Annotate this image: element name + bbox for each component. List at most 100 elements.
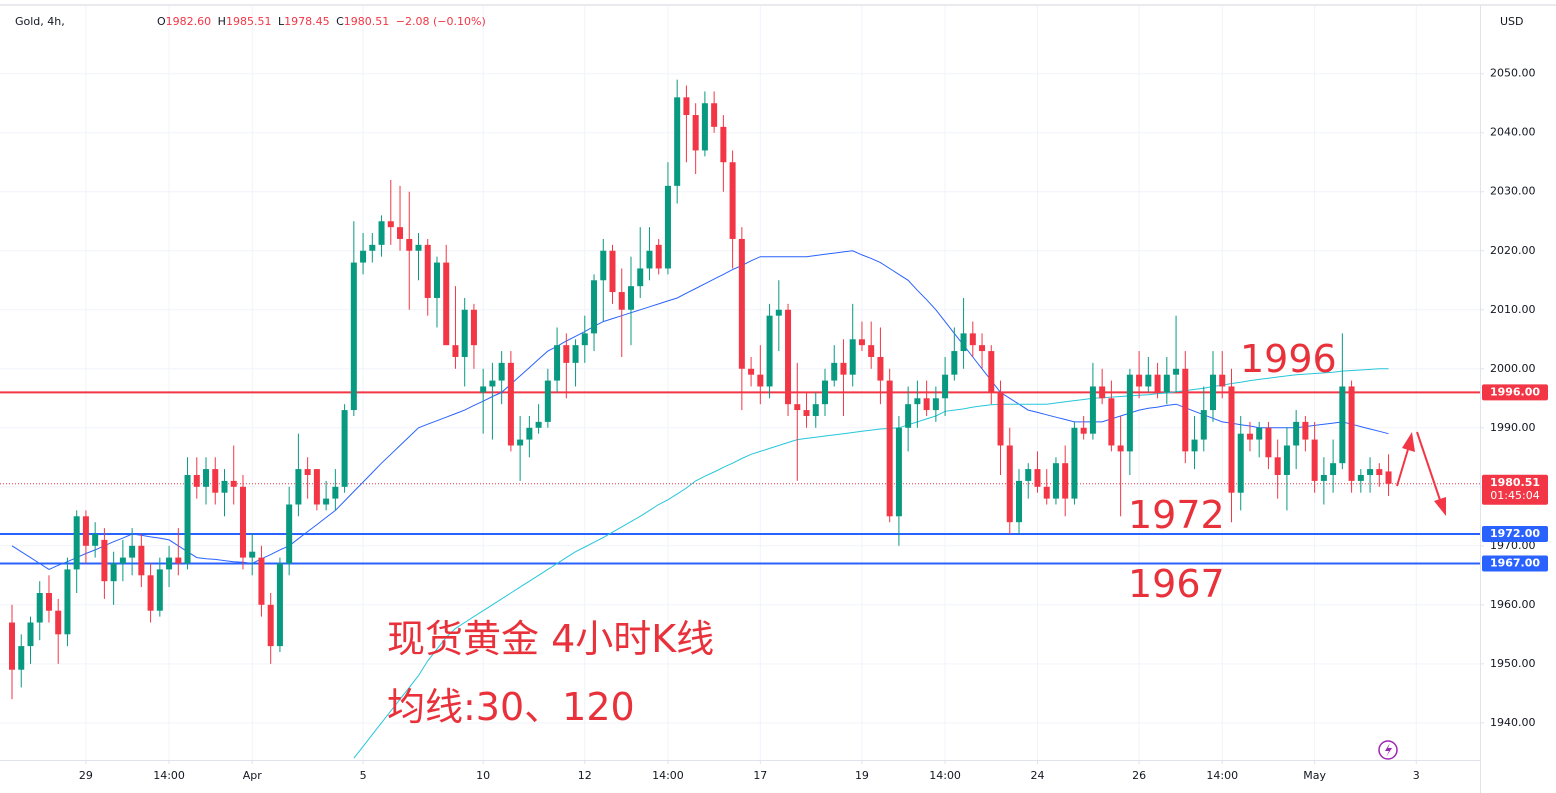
candle-body — [1025, 469, 1032, 481]
candle-body — [221, 480, 228, 493]
candle-body — [701, 103, 708, 151]
candle-body — [775, 309, 782, 316]
x-tick-label: 10 — [476, 769, 490, 782]
y-tick-label: 2030.00 — [1490, 185, 1536, 198]
candle-body — [720, 126, 727, 163]
candle-body — [979, 345, 986, 352]
y-tick-label: 2010.00 — [1490, 303, 1536, 316]
candle-body — [350, 262, 357, 411]
candle-body — [1330, 463, 1337, 475]
candle-body — [849, 339, 856, 375]
level-annotation: 1996 — [1240, 337, 1337, 381]
candle-body — [618, 292, 625, 310]
candle-body — [960, 333, 967, 352]
candle-body — [55, 610, 62, 635]
candle-body — [1219, 374, 1226, 387]
candle-body — [82, 516, 89, 546]
candle-body — [341, 410, 348, 487]
candle-body — [969, 333, 976, 346]
candle-body — [1191, 439, 1198, 452]
candle-body — [415, 244, 422, 251]
candle-body — [1293, 421, 1300, 446]
candle-body — [1034, 469, 1041, 487]
candle-body — [203, 469, 210, 487]
moving-average — [353, 368, 1389, 759]
candle-body — [1200, 410, 1207, 440]
moving-average — [11, 250, 1389, 570]
candle-body — [895, 427, 902, 517]
candle-body — [9, 622, 16, 670]
candle-body — [1376, 469, 1383, 475]
candle-body — [729, 162, 736, 239]
candle-body — [664, 185, 671, 269]
y-tick-label: 1960.00 — [1490, 598, 1536, 611]
replay-icon[interactable] — [1378, 740, 1398, 760]
x-tick-label: 5 — [360, 769, 367, 782]
candle-body — [1246, 433, 1253, 440]
x-tick-label: 24 — [1030, 769, 1044, 782]
icon-ring[interactable] — [1378, 740, 1398, 760]
candle-body — [1117, 445, 1124, 452]
candle-body — [1080, 427, 1087, 434]
candle-body — [517, 439, 524, 446]
candle-body — [1311, 439, 1318, 481]
price-tag-label: 1967.00 — [1490, 557, 1540, 570]
candle-body — [868, 345, 875, 357]
candle-body — [1015, 480, 1023, 523]
candle-body — [212, 469, 219, 493]
candle-body — [27, 622, 34, 647]
candle-body — [73, 516, 80, 570]
y-tick-label: 1990.00 — [1490, 421, 1536, 434]
candle-body — [757, 374, 764, 387]
x-tick-label: 29 — [79, 769, 93, 782]
icon-bolt[interactable] — [1385, 743, 1392, 757]
candle-body — [92, 533, 99, 546]
x-tick-label: 26 — [1132, 769, 1146, 782]
candle-body — [498, 362, 505, 381]
x-tick-label: 12 — [578, 769, 592, 782]
candle-body — [563, 345, 570, 363]
candle-body — [535, 421, 542, 428]
candle-body — [840, 362, 847, 375]
y-tick-label: 2000.00 — [1490, 362, 1536, 375]
candle-body — [554, 345, 561, 381]
ohlc-key: O — [157, 15, 166, 28]
candle-body — [156, 569, 163, 611]
candle-body — [1274, 457, 1281, 475]
candle-body — [1237, 433, 1244, 493]
level-annotation: 1967 — [1128, 562, 1225, 606]
candle-body — [1357, 474, 1364, 481]
candle-body — [1256, 427, 1263, 440]
ohlc-key: L — [278, 15, 285, 28]
candle-body — [239, 486, 246, 558]
candle-body — [858, 339, 865, 346]
candle-body — [387, 221, 394, 228]
y-tick-label: 2050.00 — [1490, 67, 1536, 80]
candle-body — [951, 351, 958, 375]
y-tick-label: 2040.00 — [1490, 126, 1536, 139]
candle-body — [821, 380, 828, 405]
candle-body — [1145, 374, 1152, 387]
candle-body — [785, 309, 792, 405]
candle-body — [905, 404, 912, 428]
y-tick-label: 1970.00 — [1490, 539, 1536, 552]
candle-body — [1182, 368, 1189, 452]
candle-body — [988, 351, 995, 393]
x-tick-label: 14:00 — [153, 769, 185, 782]
candle-body — [1043, 486, 1050, 499]
candle-body — [489, 380, 496, 387]
x-tick-label: Apr — [243, 769, 263, 782]
candle-body — [738, 238, 745, 369]
candle-body — [1154, 374, 1161, 393]
candle-body — [267, 604, 274, 647]
candle-body — [1108, 398, 1115, 446]
candle-body — [932, 398, 939, 411]
candle-body — [637, 268, 644, 287]
candle-body — [129, 545, 136, 558]
candle-body — [1136, 374, 1143, 387]
price-tag — [1482, 555, 1548, 572]
candle-body — [581, 333, 588, 346]
ohlc-value: 1978.45 — [284, 15, 330, 28]
